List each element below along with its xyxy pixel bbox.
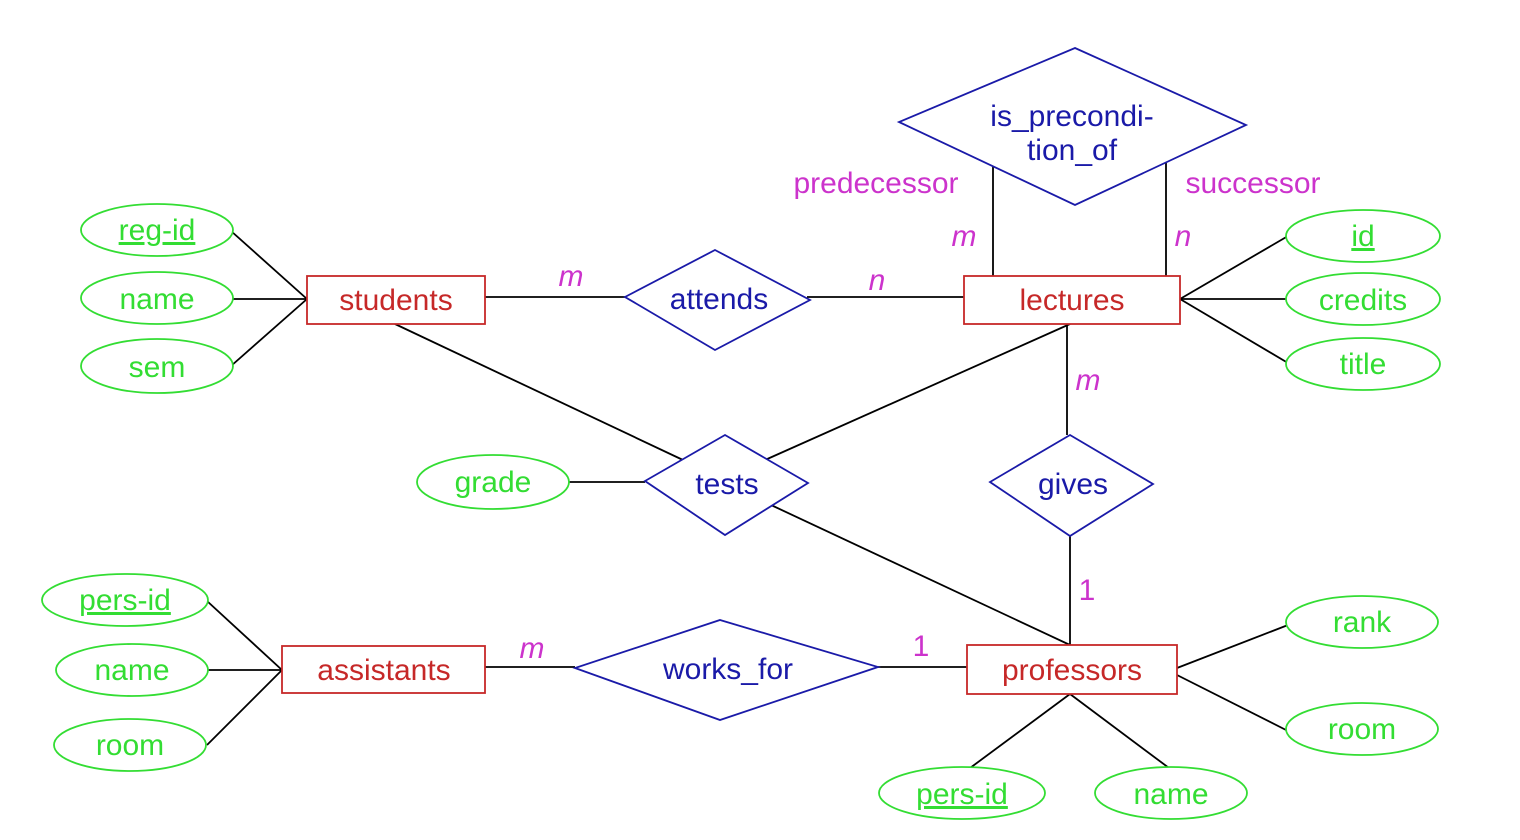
cardinality-attends-lectures: n [869, 264, 886, 297]
connector-line [1069, 693, 1174, 772]
attribute-room: room [1285, 702, 1439, 756]
relationship-label: gives [1038, 468, 1108, 501]
attribute-label: name [94, 654, 169, 687]
connector-line [394, 323, 684, 461]
attribute-label: pers-id [916, 778, 1008, 811]
attribute-rank: rank [1285, 595, 1439, 649]
entity-students: students [306, 275, 486, 325]
attribute-label: name [1133, 778, 1208, 811]
attribute-label: rank [1333, 606, 1392, 639]
attribute-label: reg-id [119, 214, 196, 247]
attribute-name: name [55, 643, 209, 697]
connector-lines [206, 163, 1289, 772]
attribute-label: pers-id [79, 584, 171, 617]
relationship-tests: tests [643, 433, 810, 537]
cardinality-assistants-works-for: m [520, 632, 545, 665]
entity-assistants: assistants [281, 645, 486, 694]
attribute-label: credits [1319, 284, 1407, 317]
relationship-attends: attends [623, 248, 812, 352]
attribute-label: room [1328, 713, 1396, 746]
connector-line [1176, 674, 1289, 732]
attribute-credits: credits [1285, 272, 1441, 326]
role-predecessor: predecessor [793, 167, 958, 200]
relationship-is-precondition-of: is_precondi- tion_of [896, 47, 1249, 206]
connector-line [206, 600, 283, 671]
attribute-label: room [96, 729, 164, 762]
attribute-sem: sem [80, 338, 234, 394]
cardinality-works-for-professors: 1 [913, 630, 930, 663]
attribute-room: room [53, 718, 207, 772]
connector-line [965, 693, 1071, 772]
attribute-name: name [80, 271, 234, 325]
attribute-reg-id: reg-id [80, 203, 234, 257]
entity-label: assistants [317, 654, 450, 687]
connector-line [1176, 624, 1289, 669]
attribute-pers-id: pers-id [878, 766, 1046, 820]
entity-label: professors [1002, 654, 1142, 687]
connector-line [230, 298, 308, 367]
cardinality-successor: n [1175, 220, 1192, 253]
attribute-title: title [1285, 337, 1441, 391]
attribute-grade: grade [416, 454, 570, 510]
relationship-label: tests [695, 468, 758, 501]
role-successor: successor [1185, 167, 1320, 200]
connector-line [770, 504, 1071, 646]
connector-line [1179, 235, 1289, 300]
relationship-label: works_for [662, 653, 793, 686]
relationship-label: attends [670, 283, 768, 316]
entity-label: students [339, 284, 452, 317]
entity-professors: professors [966, 644, 1178, 695]
relationship-label-line1: is_precondi- [990, 100, 1153, 133]
cardinality-students-attends: m [559, 260, 584, 293]
attribute-pers-id: pers-id [41, 573, 209, 627]
attribute-label: title [1340, 348, 1387, 381]
cardinality-lectures-gives: m [1076, 364, 1101, 397]
attribute-label: id [1351, 220, 1374, 253]
attribute-id: id [1285, 209, 1441, 263]
entity-label: lectures [1019, 284, 1124, 317]
cardinality-gives-professors: 1 [1079, 574, 1096, 607]
attribute-label: name [119, 283, 194, 316]
connector-line [206, 669, 283, 746]
entity-lectures: lectures [963, 275, 1181, 325]
relationship-works-for: works_for [572, 619, 881, 721]
connector-line [230, 230, 308, 300]
cardinality-predecessor: m [952, 220, 977, 253]
attribute-label: sem [129, 351, 186, 384]
relationship-gives: gives [988, 433, 1155, 538]
connector-line [1179, 298, 1289, 364]
connector-line [764, 323, 1071, 461]
relationship-label-line2: tion_of [1027, 134, 1118, 167]
attribute-label: grade [455, 466, 532, 499]
attribute-name: name [1094, 766, 1248, 820]
